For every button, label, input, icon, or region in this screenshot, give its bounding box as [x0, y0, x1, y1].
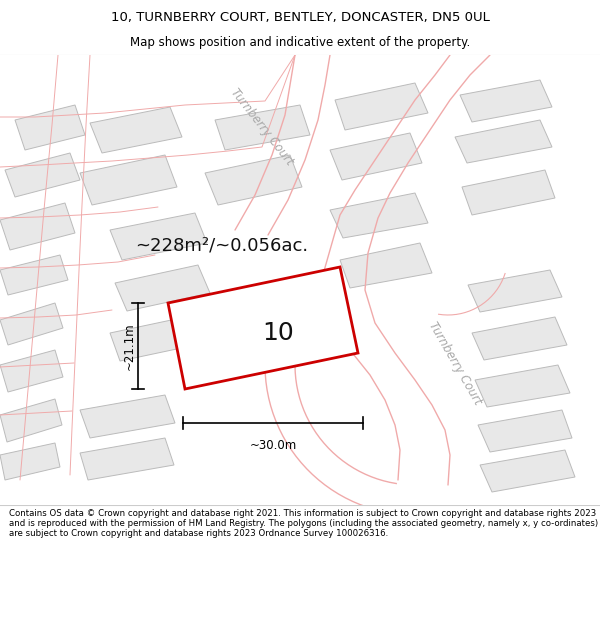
- Polygon shape: [335, 83, 428, 130]
- Polygon shape: [80, 395, 175, 438]
- Polygon shape: [90, 107, 182, 153]
- Polygon shape: [462, 170, 555, 215]
- Polygon shape: [205, 155, 302, 205]
- Text: Map shows position and indicative extent of the property.: Map shows position and indicative extent…: [130, 36, 470, 49]
- Text: ~30.0m: ~30.0m: [250, 439, 296, 452]
- Text: Turnberry Court: Turnberry Court: [426, 319, 484, 407]
- Polygon shape: [168, 267, 358, 389]
- Polygon shape: [468, 270, 562, 312]
- Text: Contains OS data © Crown copyright and database right 2021. This information is : Contains OS data © Crown copyright and d…: [9, 509, 598, 538]
- Polygon shape: [472, 317, 567, 360]
- Polygon shape: [80, 438, 174, 480]
- Polygon shape: [0, 303, 63, 345]
- Text: ~21.1m: ~21.1m: [122, 322, 136, 370]
- Polygon shape: [455, 120, 552, 163]
- Polygon shape: [110, 213, 207, 260]
- Polygon shape: [0, 350, 63, 392]
- Polygon shape: [475, 365, 570, 407]
- Text: 10, TURNBERRY COURT, BENTLEY, DONCASTER, DN5 0UL: 10, TURNBERRY COURT, BENTLEY, DONCASTER,…: [110, 11, 490, 24]
- Polygon shape: [215, 105, 310, 150]
- Polygon shape: [330, 193, 428, 238]
- Polygon shape: [340, 243, 432, 288]
- Polygon shape: [478, 410, 572, 452]
- Text: 10: 10: [262, 321, 293, 345]
- Polygon shape: [15, 105, 85, 150]
- Polygon shape: [460, 80, 552, 122]
- Polygon shape: [80, 155, 177, 205]
- Polygon shape: [0, 255, 68, 295]
- Polygon shape: [5, 153, 80, 197]
- Polygon shape: [0, 203, 75, 250]
- Text: ~228m²/~0.056ac.: ~228m²/~0.056ac.: [135, 236, 308, 254]
- Polygon shape: [330, 133, 422, 180]
- Polygon shape: [0, 399, 62, 442]
- Text: Turnberry Court: Turnberry Court: [228, 86, 296, 168]
- Polygon shape: [110, 315, 205, 361]
- Polygon shape: [0, 443, 60, 480]
- Polygon shape: [115, 265, 210, 311]
- Polygon shape: [480, 450, 575, 492]
